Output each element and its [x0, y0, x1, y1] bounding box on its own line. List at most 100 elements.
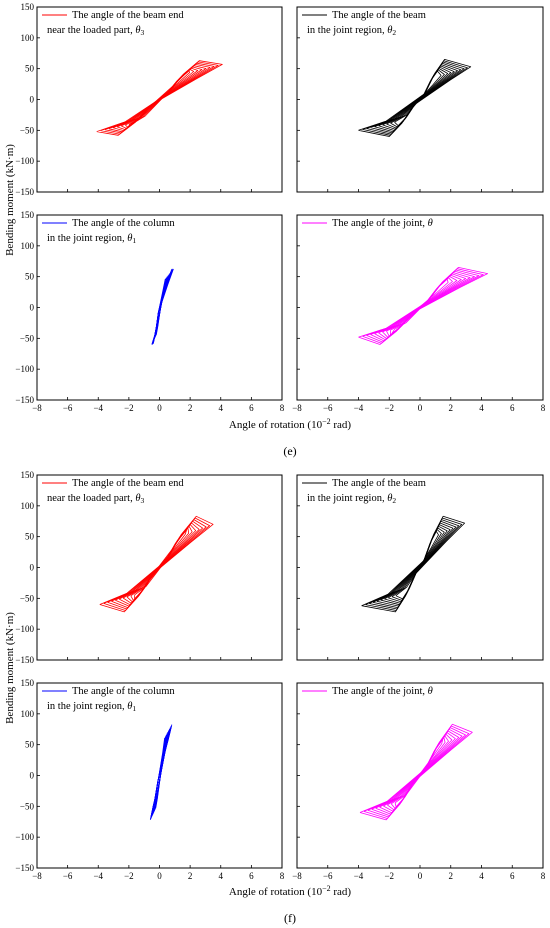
y-axis-label: Bending moment (kN·m)	[4, 612, 16, 724]
series-top-right	[358, 59, 472, 137]
y-tick-label: 150	[21, 678, 35, 688]
legend-line-1: The angle of the column	[72, 686, 175, 697]
panel-top-right: The angle of the beam in the joint region…	[296, 474, 544, 661]
x-tick-label: −8	[292, 403, 302, 413]
hysteresis-loop	[365, 517, 463, 611]
y-tick-label: 150	[21, 210, 35, 220]
subfigure-e: 150 100 50 0 −50 −100 −150 The angle of the bea…	[4, 2, 546, 458]
x-tick-label: 2	[188, 871, 193, 881]
legend-line-2: in the joint region, θ1	[47, 233, 136, 245]
y-tick-label: 50	[25, 532, 35, 542]
x-tick-label: 6	[510, 403, 515, 413]
x-tick-label: 6	[249, 871, 254, 881]
x-tick-label: −6	[323, 403, 333, 413]
y-tick-label: −50	[20, 125, 35, 135]
y-tick-label: 100	[21, 241, 35, 251]
x-tick-label: 8	[280, 403, 285, 413]
panel-top-left: 150 100 50 0 −50 −100 −150 The angle of the bea…	[15, 2, 283, 197]
legend: The angle of the joint, θ	[302, 686, 433, 697]
y-tick-label: −50	[20, 801, 35, 811]
hysteresis-loop	[359, 723, 473, 821]
panel-top-right: The angle of the beam in the joint region…	[296, 6, 544, 193]
x-tick-label: 2	[449, 871, 454, 881]
x-tick-label: 8	[541, 871, 546, 881]
panel-bottom-left: 150 100 50 0 −50 −100 −150−8 −6 −4 −2 0 2 4 6 8 The ang…	[15, 210, 284, 413]
y-tick-label: −100	[15, 832, 34, 842]
y-tick-label: −100	[15, 156, 34, 166]
y-tick-label: 50	[25, 272, 35, 282]
x-tick-label: −4	[93, 871, 103, 881]
legend-line-2: near the loaded part, θ3	[47, 493, 145, 505]
subfigure-label: (f)	[284, 911, 296, 925]
legend: The angle of the beam in the joint region…	[302, 478, 426, 505]
series-bottom-left	[151, 268, 174, 345]
legend-line-1: The angle of the beam	[332, 478, 426, 489]
y-tick-label: 0	[30, 95, 35, 105]
subfigure-f: 150 100 50 0 −50 −100 −150 The angle of the bea…	[4, 470, 546, 925]
x-axis-label: Angle of rotation (10−2 rad)	[229, 884, 351, 898]
series-top-left	[99, 515, 214, 613]
x-tick-label: −2	[384, 871, 394, 881]
legend: The angle of the column in the joint regi…	[42, 686, 175, 713]
hysteresis-loop	[96, 60, 223, 136]
x-tick-label: −4	[93, 403, 103, 413]
legend-line-2: near the loaded part, θ3	[47, 25, 145, 37]
hysteresis-loop	[372, 520, 457, 608]
hysteresis-loop	[361, 515, 465, 613]
y-tick-label: 50	[25, 740, 35, 750]
legend: The angle of the beam end near the loaded…	[42, 10, 184, 37]
y-tick-label: 0	[30, 303, 35, 313]
x-tick-label: 6	[249, 403, 254, 413]
hysteresis-loop	[358, 267, 488, 345]
x-tick-label: 0	[157, 871, 162, 881]
x-tick-label: −8	[292, 871, 302, 881]
x-tick-label: −2	[384, 403, 394, 413]
x-tick-label: −2	[124, 871, 134, 881]
x-axis-label: Angle of rotation (10−2 rad)	[229, 417, 351, 431]
series-bottom-right	[359, 723, 473, 821]
legend-line-2: in the joint region, θ1	[47, 701, 136, 713]
y-tick-label: −100	[15, 624, 34, 634]
hysteresis-loop	[149, 724, 173, 821]
legend: The angle of the beam in the joint region…	[302, 10, 426, 37]
legend-line-1: The angle of the joint, θ	[332, 218, 433, 229]
x-tick-label: −8	[32, 403, 42, 413]
series-bottom-right	[358, 267, 488, 345]
x-tick-label: 0	[157, 403, 162, 413]
legend: The angle of the beam end near the loaded…	[42, 478, 184, 505]
x-tick-label: 0	[418, 403, 423, 413]
x-tick-label: 0	[418, 871, 423, 881]
legend-line-2: in the joint region, θ2	[307, 493, 396, 505]
subfigure-label: (e)	[283, 444, 296, 458]
y-tick-label: 150	[21, 470, 35, 480]
x-tick-label: −2	[124, 403, 134, 413]
panel-top-left: 150 100 50 0 −50 −100 −150 The angle of the bea…	[15, 470, 283, 665]
legend-line-1: The angle of the beam	[332, 10, 426, 21]
x-tick-label: −4	[354, 871, 364, 881]
y-tick-label: −50	[20, 333, 35, 343]
y-tick-label: −150	[15, 187, 34, 197]
x-tick-label: 4	[219, 871, 224, 881]
x-tick-label: −6	[323, 871, 333, 881]
x-tick-label: 4	[479, 403, 484, 413]
hysteresis-loop	[358, 59, 472, 137]
y-tick-label: 50	[25, 64, 35, 74]
panel-bottom-right: −8 −6 −4 −2 0 2 4 6 8 The angle of the joint, θ	[292, 682, 546, 881]
y-tick-label: −150	[15, 655, 34, 665]
x-tick-label: 4	[479, 871, 484, 881]
y-tick-label: −50	[20, 593, 35, 603]
y-tick-label: 150	[21, 2, 35, 12]
hysteresis-loop	[151, 268, 174, 345]
legend: The angle of the column in the joint regi…	[42, 218, 175, 245]
y-tick-label: 100	[21, 501, 35, 511]
y-tick-label: −150	[15, 395, 34, 405]
series-top-right	[361, 515, 465, 613]
x-tick-label: −6	[63, 871, 73, 881]
x-tick-label: −4	[354, 403, 364, 413]
hysteresis-loop	[99, 515, 214, 613]
y-tick-label: 0	[30, 563, 35, 573]
x-tick-label: 8	[280, 871, 285, 881]
legend-line-1: The angle of the joint, θ	[332, 686, 433, 697]
x-tick-label: 2	[449, 403, 454, 413]
